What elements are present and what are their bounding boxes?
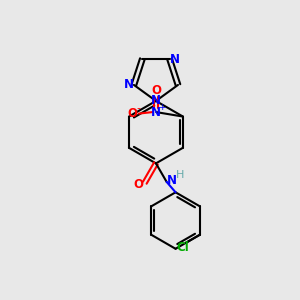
Text: +: + (158, 103, 165, 112)
Text: -: - (136, 103, 140, 113)
Text: O: O (128, 107, 137, 120)
Text: N: N (170, 52, 180, 65)
Text: O: O (134, 178, 144, 191)
Text: N: N (151, 106, 161, 118)
Text: N: N (167, 174, 177, 187)
Text: N: N (151, 94, 161, 107)
Text: O: O (151, 84, 161, 97)
Text: N: N (124, 78, 134, 92)
Text: Cl: Cl (176, 241, 189, 254)
Text: H: H (176, 170, 184, 180)
